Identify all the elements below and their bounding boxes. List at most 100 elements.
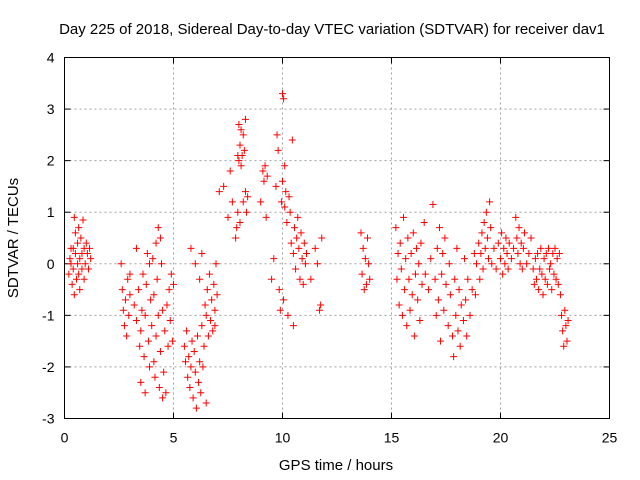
data-point [146, 260, 154, 268]
data-point [118, 286, 126, 294]
data-point [86, 244, 94, 252]
data-point [241, 115, 249, 123]
data-point [429, 200, 437, 208]
data-point [527, 234, 535, 242]
data-point [268, 275, 276, 283]
data-point [541, 275, 549, 283]
data-point [243, 208, 251, 216]
data-point [71, 249, 79, 257]
data-point [119, 306, 127, 314]
data-point [262, 213, 270, 221]
data-point [215, 188, 223, 196]
data-point [77, 234, 85, 242]
data-point [317, 301, 325, 309]
data-point [281, 203, 289, 211]
data-point [530, 280, 538, 288]
data-point [75, 270, 83, 278]
data-point [551, 244, 559, 252]
data-point [473, 260, 481, 268]
data-point [201, 301, 209, 309]
data-point [78, 265, 86, 273]
data-point [534, 249, 542, 257]
data-point [490, 244, 498, 252]
data-point [181, 358, 189, 366]
data-point [497, 255, 504, 263]
data-point [237, 126, 245, 134]
data-point [547, 260, 555, 268]
data-point [406, 306, 414, 314]
y-tick-label: 2 [47, 153, 55, 169]
data-point [456, 342, 464, 350]
data-point [451, 275, 459, 283]
data-point [235, 121, 243, 129]
data-point [284, 311, 292, 319]
data-point [544, 244, 552, 252]
data-point [211, 306, 219, 314]
data-point [285, 193, 293, 201]
data-point [192, 404, 200, 412]
data-point [239, 131, 247, 139]
data-point [454, 327, 462, 335]
data-point [234, 208, 242, 216]
x-axis-label: GPS time / hours [279, 457, 393, 474]
data-point [539, 291, 547, 299]
data-point [418, 280, 426, 288]
data-point [503, 249, 511, 257]
data-point [283, 219, 291, 227]
data-point [153, 275, 161, 283]
data-point [398, 311, 406, 319]
data-point [487, 224, 495, 232]
data-point [166, 317, 174, 325]
data-point [359, 244, 367, 252]
data-point [74, 260, 82, 268]
data-point [161, 327, 169, 335]
data-point [279, 90, 286, 98]
y-tick-label: 4 [47, 50, 55, 66]
data-point [407, 249, 415, 257]
data-point [289, 249, 297, 257]
data-point [449, 332, 457, 340]
data-point [147, 296, 155, 304]
data-point [292, 265, 300, 273]
data-point [152, 332, 160, 340]
data-point [183, 327, 191, 335]
data-point [141, 311, 149, 319]
data-point [199, 363, 207, 371]
data-point [411, 270, 419, 278]
data-point [300, 239, 308, 247]
data-point [364, 234, 372, 242]
data-point [198, 322, 206, 330]
data-point [160, 368, 168, 376]
data-point [137, 378, 145, 386]
data-point [220, 182, 228, 190]
data-point [167, 270, 175, 278]
data-point [79, 216, 87, 224]
data-point [307, 275, 315, 283]
data-point [203, 286, 211, 294]
data-point [401, 286, 409, 294]
data-point [517, 239, 525, 247]
data-point [542, 249, 550, 257]
data-point [67, 244, 75, 252]
data-point [437, 337, 445, 345]
data-point [558, 311, 566, 319]
data-point [211, 322, 219, 330]
data-point [461, 255, 469, 263]
data-point [186, 384, 194, 392]
data-point [416, 317, 424, 325]
data-point [296, 275, 304, 283]
data-point [554, 280, 562, 288]
data-point [240, 146, 248, 154]
data-point [546, 265, 554, 273]
data-point [483, 234, 491, 242]
data-point [159, 306, 167, 314]
data-point [72, 275, 80, 283]
data-point [538, 270, 546, 278]
data-point [132, 244, 140, 252]
data-point [187, 244, 195, 252]
data-point [507, 255, 515, 263]
data-point [204, 332, 212, 340]
data-point [516, 260, 524, 268]
data-point [505, 239, 513, 247]
data-point [144, 337, 152, 345]
